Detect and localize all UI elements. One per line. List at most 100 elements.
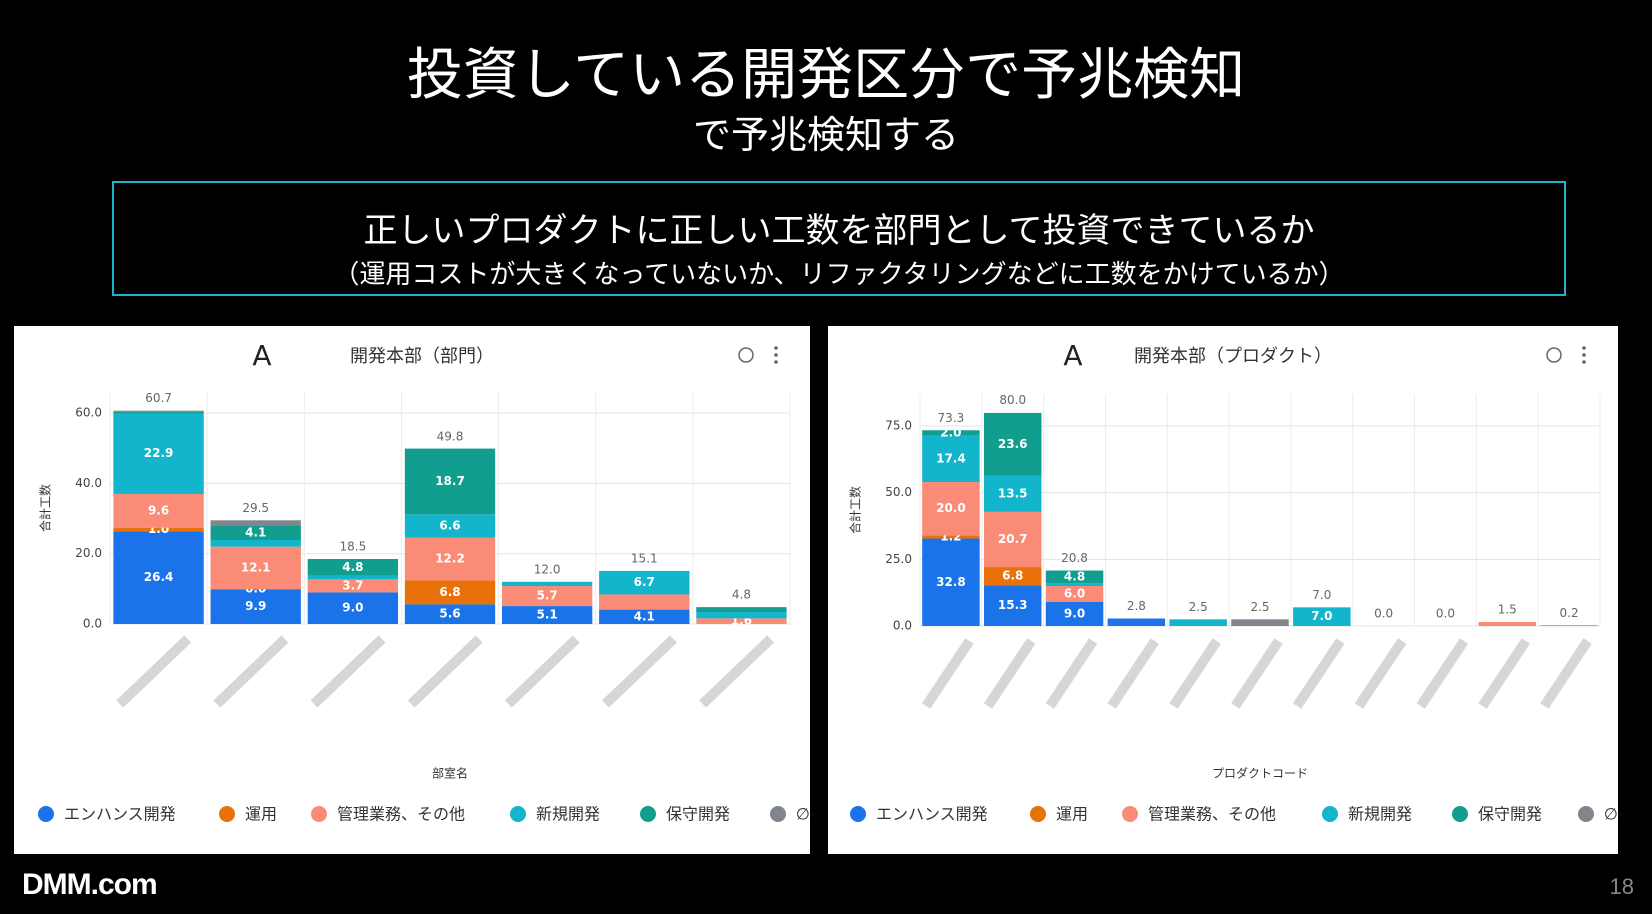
total-label: 12.0	[534, 562, 561, 576]
message-line: （運用コストが大きくなっていないか、リファクタリングなどに工数をかけているか）	[333, 260, 1345, 289]
legend-marker	[219, 806, 235, 822]
data-label: 6.0	[1064, 587, 1085, 601]
chart-panel: A 開発本部（部門） 0.0 20.0 40.0 60.0 合計工数 部室名 26.4 1.0 9.…	[14, 326, 810, 854]
redacted-label	[1231, 638, 1283, 709]
bar-segment	[404, 537, 496, 581]
data-label: 12.1	[241, 560, 271, 574]
data-label: 4.1	[245, 525, 266, 539]
legend-label: エンハンス開発	[64, 805, 176, 824]
bar-segment	[307, 592, 399, 624]
bar-segment	[1107, 618, 1166, 626]
bar-segment	[922, 435, 980, 482]
data-label: 17.4	[936, 451, 966, 465]
chart-title: 開発本部（部門）	[350, 346, 494, 367]
bar-segment	[1045, 602, 1104, 626]
total-label: 1.5	[1498, 603, 1517, 617]
data-label: 2.0	[940, 425, 961, 439]
bar-segment	[1478, 622, 1537, 626]
data-label: 12.2	[435, 551, 465, 565]
bar-segment	[404, 514, 496, 538]
data-label: 13.5	[998, 486, 1028, 500]
data-label: 9.6	[148, 503, 169, 517]
bar-segment	[404, 604, 496, 624]
legend-marker	[1030, 806, 1046, 822]
redacted-label	[1107, 638, 1160, 709]
bar-segment	[1045, 570, 1104, 584]
legend-marker	[770, 806, 786, 822]
explore-icon	[738, 347, 754, 363]
redacted-label	[407, 635, 483, 708]
title: 投資している開発区分で予兆検知	[406, 45, 1246, 107]
bar-segment	[922, 430, 980, 436]
data-label: 5.7	[537, 589, 558, 603]
redacted-label	[983, 638, 1036, 709]
legend-marker	[1322, 806, 1338, 822]
bar-segment	[696, 607, 787, 613]
chart-title: 開発本部（プロダクト）	[1134, 346, 1332, 367]
bar-segment	[210, 546, 301, 590]
legend-marker	[1122, 806, 1138, 822]
legend-marker	[1578, 806, 1594, 822]
legend-label: ∅	[796, 805, 810, 824]
y-tick-label: 25.0	[885, 552, 912, 566]
bar-segment	[501, 581, 593, 587]
bar-segment	[113, 410, 204, 412]
bar-segment	[307, 558, 399, 576]
bar-segment	[210, 589, 301, 624]
y-axis-label: 合計工数	[848, 486, 863, 534]
data-label: 9.9	[245, 599, 266, 613]
bar-segment	[404, 580, 496, 605]
total-label: 60.7	[145, 391, 172, 405]
data-label: 6.6	[439, 518, 460, 532]
bar-segment	[922, 538, 980, 626]
legend-label: ∅	[1604, 805, 1618, 824]
data-label: 26.4	[144, 570, 174, 584]
bar-segment	[404, 448, 496, 515]
total-label: 0.0	[1374, 607, 1393, 621]
data-label: 9.0	[342, 601, 363, 615]
y-tick-label: 20.0	[75, 546, 102, 560]
bar-segment	[113, 531, 204, 624]
total-label: 2.5	[1250, 600, 1269, 614]
bar-segment	[696, 618, 787, 624]
legend-marker	[1452, 806, 1468, 822]
chart: A 開発本部（部門）0.020.040.060.0合計工数部室名26.41.09.…	[38, 339, 810, 824]
menu-icon	[1582, 346, 1586, 350]
data-label: 20.7	[998, 532, 1028, 546]
chart-panel: A 開発本部（プロダクト） 0.0 25.0 50.0 75.0 合計工数 プロダクトコード 3…	[828, 326, 1618, 854]
data-label: 22.9	[144, 446, 174, 460]
data-label: 4.8	[1064, 569, 1085, 583]
redacted-label	[1416, 638, 1469, 709]
total-label: 49.8	[437, 429, 464, 443]
legend-marker	[38, 806, 54, 822]
bar-segment	[1231, 619, 1289, 626]
data-label: 5.1	[537, 608, 558, 622]
total-label: 20.8	[1061, 551, 1088, 565]
menu-icon	[1582, 353, 1586, 357]
subtitle: で予兆検知する	[692, 115, 959, 157]
bar-segment	[1045, 586, 1104, 602]
redacted-label	[1292, 638, 1345, 709]
menu-icon	[774, 346, 778, 350]
redacted-label	[1478, 638, 1530, 709]
y-tick-label: 60.0	[75, 406, 102, 420]
redacted-label	[1045, 638, 1098, 709]
legend-label: 保守開発	[666, 805, 730, 824]
y-tick-label: 75.0	[885, 419, 912, 433]
bar-segment	[983, 567, 1042, 586]
bar-segment	[501, 586, 593, 607]
legend-marker	[311, 806, 327, 822]
logo: DMM.com	[22, 868, 158, 901]
bar-segment	[922, 535, 980, 539]
menu-icon	[774, 360, 778, 364]
y-tick-label: 40.0	[75, 476, 102, 490]
redacted-label	[116, 635, 192, 708]
page-number: 18	[1609, 874, 1634, 899]
redacted-label	[1540, 638, 1592, 709]
message-line: 正しいプロダクトに正しい工数を部門として投資できているか	[363, 213, 1315, 250]
bar-segment	[210, 525, 301, 540]
redacted-label	[699, 635, 775, 708]
bar-segment	[599, 609, 690, 624]
bar-segment	[210, 520, 301, 526]
redacted-label	[213, 635, 289, 708]
